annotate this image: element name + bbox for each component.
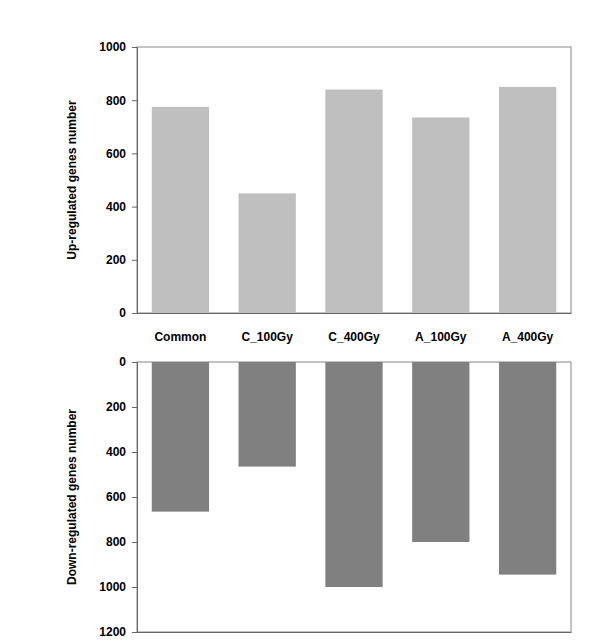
- y-tick: 0: [119, 355, 137, 369]
- y-tick: 1000: [99, 40, 137, 54]
- y-tick: 800: [106, 94, 137, 108]
- bar: [152, 107, 209, 313]
- bar: [325, 362, 382, 587]
- panel: 0 200 400 600 800 1000 Common C_100Gy C_400Gy A_1…: [65, 40, 572, 343]
- y-tick: 600: [106, 147, 137, 161]
- bar: [239, 362, 296, 467]
- bar: [412, 117, 469, 313]
- y-tick-mark: [132, 47, 137, 48]
- x-tick: A_400Gy: [502, 313, 554, 344]
- y-tick: 1200: [99, 625, 137, 639]
- y-tick: 400: [106, 200, 137, 214]
- y-tick-mark: [132, 207, 137, 208]
- y-tick-mark: [132, 313, 137, 314]
- y-tick-label: 1200: [99, 625, 126, 639]
- y-tick-mark: [132, 632, 137, 633]
- x-axis: [138, 632, 572, 634]
- x-axis-line: [138, 313, 572, 314]
- x-tick: C_100Gy: [242, 313, 294, 344]
- y-tick-mark: [132, 362, 137, 363]
- y-tick-mark: [132, 542, 137, 543]
- x-tick-label: C_400Gy: [328, 330, 380, 344]
- y-tick: 400: [106, 445, 137, 459]
- y-tick: 1000: [99, 580, 137, 594]
- y-tick-label: 600: [106, 490, 126, 504]
- y-tick-label: 1000: [99, 580, 126, 594]
- panel: 0 200 400 600 800 1000 1200 Down-regulated gene…: [65, 355, 572, 639]
- bar: [499, 362, 556, 575]
- bars: [152, 87, 556, 313]
- y-tick-label: 0: [119, 306, 126, 320]
- y-tick-mark: [132, 452, 137, 453]
- x-tick: A_100Gy: [415, 313, 467, 344]
- y-tick-label: 400: [106, 200, 126, 214]
- y-tick-mark: [132, 407, 137, 408]
- y-tick: 200: [106, 253, 137, 267]
- x-axis: Common C_100Gy C_400Gy A_100Gy A_400Gy: [138, 313, 572, 344]
- x-axis-line: [138, 632, 572, 633]
- y-tick-label: 0: [119, 355, 126, 369]
- y-tick-mark: [132, 587, 137, 588]
- chart-root: 0 200 400 600 800 1000 Common C_100Gy C_400Gy A_1…: [0, 0, 611, 643]
- y-tick-label: 400: [106, 445, 126, 459]
- y-tick: 800: [106, 535, 137, 549]
- plot-frame: [137, 47, 571, 313]
- bar: [499, 87, 556, 313]
- y-axis-line: [132, 48, 138, 314]
- y-tick-label: 800: [106, 94, 126, 108]
- y-tick-label: 1000: [99, 40, 126, 54]
- x-tick: Common: [154, 313, 206, 344]
- y-tick-mark: [132, 497, 137, 498]
- x-tick: C_400Gy: [328, 313, 380, 344]
- y-tick-mark: [132, 260, 137, 261]
- y-tick-label: 200: [106, 400, 126, 414]
- x-tick-label: A_100Gy: [415, 330, 467, 344]
- y-axis: 0 200 400 600 800 1000 1200: [99, 355, 137, 639]
- y-tick-mark: [132, 100, 137, 101]
- y-axis-line: [132, 363, 138, 633]
- bar: [239, 193, 296, 313]
- y-tick: 600: [106, 490, 137, 504]
- bar: [152, 362, 209, 512]
- y-tick-label: 800: [106, 535, 126, 549]
- x-tick-label: Common: [154, 330, 206, 344]
- x-tick-label: C_100Gy: [242, 330, 294, 344]
- y-tick: 0: [119, 306, 137, 320]
- y-tick-label: 200: [106, 253, 126, 267]
- bar: [325, 90, 382, 313]
- y-tick: 200: [106, 400, 137, 414]
- y-tick-mark: [132, 153, 137, 154]
- bar: [412, 362, 469, 542]
- y-tick-label: 600: [106, 147, 126, 161]
- bars: [152, 362, 556, 587]
- x-tick-label: A_400Gy: [502, 330, 554, 344]
- y-axis: 0 200 400 600 800 1000: [99, 40, 137, 320]
- y-axis-title: Up-regulated genes number: [65, 100, 79, 260]
- y-axis-title: Down-regulated genes number: [65, 409, 79, 585]
- plot-frame: [137, 362, 571, 632]
